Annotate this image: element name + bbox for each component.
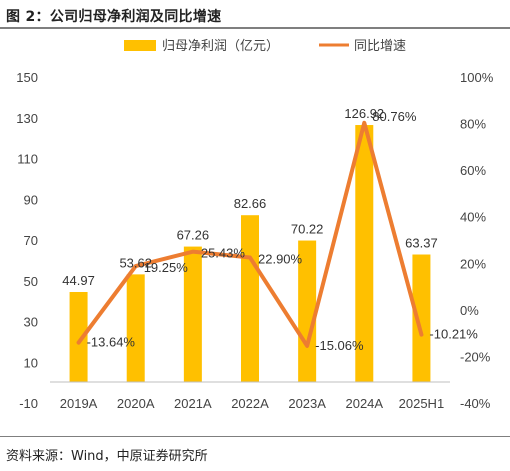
y-right-tick-label: 40% <box>460 210 486 225</box>
y-right-tick-label: 100% <box>460 70 494 85</box>
bar <box>241 215 259 382</box>
x-tick-label: 2024A <box>345 396 383 411</box>
y-right-tick-label: 0% <box>460 303 479 318</box>
bar-value-label: 67.26 <box>177 228 210 243</box>
y-right-tick-label: -40% <box>460 396 491 411</box>
legend-line-label: 同比增速 <box>354 39 406 54</box>
x-tick-label: 2022A <box>231 396 269 411</box>
y-left-tick-label: -10 <box>19 396 38 411</box>
y-right-tick-label: 60% <box>460 163 486 178</box>
bar-value-label: 70.22 <box>291 222 324 237</box>
bar-value-label: 63.37 <box>405 236 438 251</box>
y-right-tick-label: 80% <box>460 117 486 132</box>
bar <box>355 125 374 382</box>
chart-svg: 归母净利润（亿元） 同比增速 150 130 110 90 70 50 30 10 -10 100% 8… <box>16 39 494 411</box>
bar <box>298 240 317 382</box>
y-left-tick-label: 130 <box>16 111 38 126</box>
growth-value-label: 22.90% <box>258 252 303 267</box>
figure-title: 图 2：公司归母净利润及同比增速 <box>6 9 222 25</box>
bar-value-label: 82.66 <box>234 196 267 211</box>
x-tick-label: 2019A <box>60 396 98 411</box>
y-left-tick-label: 110 <box>17 152 38 167</box>
y-left-tick-label: 10 <box>24 355 38 370</box>
growth-value-label: -15.06% <box>315 338 364 353</box>
growth-value-label: 19.25% <box>144 260 189 275</box>
y-left-tick-label: 70 <box>24 233 38 248</box>
y-right-tick-label: 20% <box>460 256 486 271</box>
legend-bar-label: 归母净利润（亿元） <box>162 39 279 54</box>
x-tick-label: 2023A <box>288 396 326 411</box>
bar <box>412 254 431 382</box>
x-tick-label: 2020A <box>117 396 155 411</box>
growth-line <box>76 120 424 348</box>
bar <box>69 291 88 382</box>
y-left-tick-label: 30 <box>24 315 38 330</box>
legend-bar-swatch <box>124 40 156 51</box>
x-tick-label: 2025H1 <box>399 396 445 411</box>
bar-value-label: 126.92 <box>344 106 384 121</box>
source-note: 资料来源：Wind，中原证券研究所 <box>6 449 208 464</box>
bar <box>126 274 145 382</box>
growth-value-label: -10.21% <box>429 327 478 342</box>
y-right-tick-label: -20% <box>460 349 491 364</box>
bar <box>183 246 202 382</box>
growth-value-label: 80.76% <box>372 109 417 124</box>
bar-value-label: 44.97 <box>62 273 95 288</box>
y-left-tick-label: 150 <box>16 70 38 85</box>
bottom-divider <box>0 436 510 437</box>
top-divider <box>0 27 510 29</box>
growth-value-label: 25.43% <box>201 246 246 261</box>
y-left-tick-label: 90 <box>24 192 38 207</box>
growth-value-label: -13.64% <box>87 335 136 350</box>
x-tick-label: 2021A <box>174 396 212 411</box>
bar-value-label: 53.62 <box>119 255 152 270</box>
y-left-tick-label: 50 <box>24 274 38 289</box>
